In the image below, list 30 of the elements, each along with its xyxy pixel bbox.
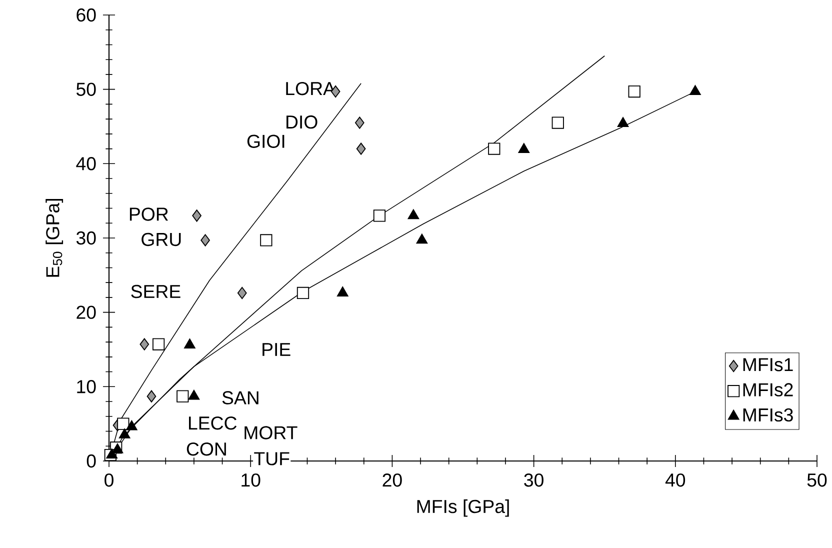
x-tick-label: 50: [807, 473, 827, 487]
annotation: SERE: [131, 284, 180, 298]
legend-label: MFIs2: [743, 383, 793, 396]
y-axis-title: E$_{50}$ [GPa]: [46, 199, 64, 277]
x-tick-label: 40: [665, 473, 686, 487]
annotation: PIE: [262, 343, 290, 356]
x-axis-title: MFIs [GPa]: [417, 499, 509, 517]
y-tick-label: 20: [76, 306, 96, 319]
x-tick-label: 0: [104, 473, 114, 487]
annotation: CON: [186, 442, 226, 456]
annotation: LORA: [286, 82, 336, 96]
annotation: LECC: [189, 416, 237, 430]
annotation: GIOI: [247, 134, 284, 148]
y-tick-label: 0: [86, 454, 96, 468]
annotation: TUF: [254, 452, 290, 466]
y-tick-label: 60: [76, 8, 96, 22]
legend-label: MFIs1: [743, 358, 793, 372]
annotation: GRU: [142, 232, 181, 246]
x-tick-label: 30: [524, 473, 544, 487]
annotation: MORT: [244, 426, 298, 440]
y-tick-label: 10: [77, 380, 96, 394]
x-tick-label: 20: [382, 473, 402, 487]
y-tick-label: 50: [76, 82, 96, 96]
annotation: POR: [130, 208, 168, 221]
y-tick-label: 40: [76, 157, 96, 170]
y-tick-label: 30: [76, 231, 96, 245]
x-tick-label: 10: [242, 473, 260, 487]
legend-label: MFIs3: [743, 408, 793, 422]
annotation: DIO: [286, 115, 318, 129]
annotation: SAN: [222, 391, 258, 404]
